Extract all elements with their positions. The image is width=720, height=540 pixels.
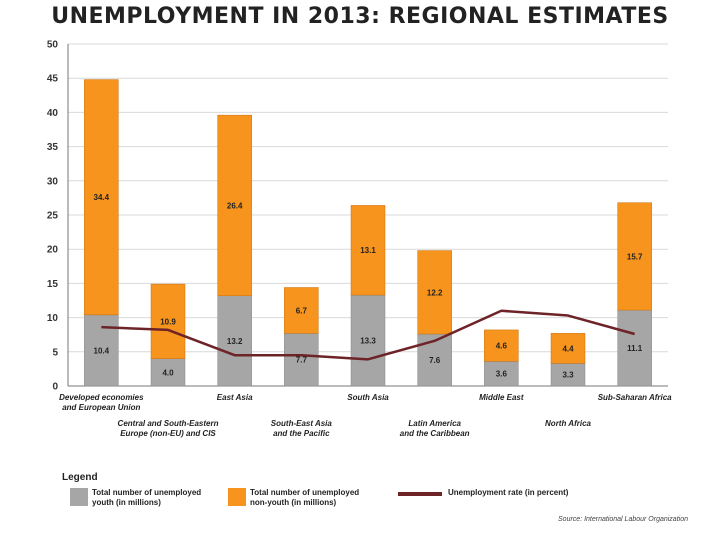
- bar-youth: [617, 309, 652, 387]
- y-tick-label: 10: [47, 313, 59, 324]
- data-label-youth: 7.7: [296, 356, 308, 365]
- bar-youth: [484, 361, 519, 387]
- legend-item-rate: Unemployment rate (in percent): [398, 488, 618, 498]
- data-label-nonyouth: 13.1: [360, 246, 376, 255]
- source-note: Source: International Labour Organizatio…: [558, 516, 688, 523]
- y-tick-label: 25: [47, 211, 59, 222]
- y-tick-label: 5: [52, 347, 58, 358]
- bar-nonyouth: [617, 202, 652, 311]
- y-tick-label: 45: [47, 74, 59, 85]
- data-label-youth: 13.2: [227, 337, 243, 346]
- legend-label-youth: Total number of unemployed youth (in mil…: [92, 488, 202, 507]
- y-tick-label: 20: [47, 245, 59, 256]
- bars: [84, 79, 652, 387]
- legend-swatch-nonyouth: [228, 488, 246, 506]
- category-label: Latin America and the Caribbean: [400, 419, 470, 438]
- data-label-youth: 10.4: [94, 346, 110, 355]
- bar-youth: [217, 295, 252, 387]
- category-label: North Africa: [545, 419, 591, 428]
- rate-line: [101, 309, 636, 361]
- category-label: East Asia: [217, 393, 253, 402]
- data-label-nonyouth: 6.7: [296, 306, 308, 315]
- category-label: Sub-Saharan Africa: [598, 393, 672, 402]
- bar-nonyouth: [350, 205, 386, 296]
- bar-nonyouth: [150, 283, 186, 359]
- bar-youth: [417, 333, 452, 387]
- rate-line-path: [101, 309, 636, 361]
- y-tick-label: 30: [47, 176, 59, 187]
- data-label-youth: 7.6: [429, 356, 441, 365]
- y-tick-label: 15: [47, 279, 59, 290]
- data-label-youth: 4.0: [162, 368, 174, 377]
- bar-nonyouth: [417, 250, 452, 335]
- bar-youth: [150, 358, 186, 387]
- chart-title: UNEMPLOYMENT IN 2013: REGIONAL ESTIMATES: [51, 4, 669, 29]
- legend-item-nonyouth: Total number of unemployed non-youth (in…: [228, 488, 370, 508]
- y-tick-label: 0: [52, 382, 58, 393]
- legend-swatch-rate: [398, 492, 442, 496]
- data-label-youth: 3.6: [496, 370, 508, 379]
- data-label-nonyouth: 4.6: [496, 342, 508, 351]
- bar-nonyouth: [550, 333, 586, 364]
- category-label: Developed economies and European Union: [59, 393, 144, 412]
- legend-label-nonyouth: Total number of unemployed non-youth (in…: [250, 488, 360, 507]
- data-label-nonyouth: 4.4: [562, 344, 574, 353]
- legend-label-rate: Unemployment rate (in percent): [448, 488, 569, 497]
- y-tick-label: 40: [47, 108, 59, 119]
- data-label-nonyouth: 34.4: [94, 193, 110, 202]
- labels: 10.4 34.4 4.0 10.9 13.2 26.4 7.7 6.7 13.3 13.1 7.6…: [59, 193, 672, 438]
- category-label: South-East Asia and the Pacific: [271, 419, 333, 438]
- y-tick-label: 35: [47, 142, 59, 153]
- data-label-youth: 13.3: [360, 337, 376, 346]
- legend-swatch-youth: [70, 488, 88, 506]
- bar-youth: [84, 314, 119, 387]
- legend-title: Legend: [62, 472, 98, 483]
- data-label-nonyouth: 10.9: [160, 317, 176, 326]
- category-label: Middle East: [479, 393, 524, 402]
- data-label-nonyouth: 26.4: [227, 201, 243, 210]
- category-label: Central and South-Eastern Europe (non-EU)…: [118, 419, 219, 438]
- y-tick-label: 50: [47, 40, 59, 51]
- data-label-youth: 11.1: [627, 344, 643, 353]
- y-axis: 0 5 10 15 20 25 30 35 40 45 50: [47, 40, 69, 393]
- data-label-youth: 3.3: [562, 371, 574, 380]
- bar-nonyouth: [484, 329, 519, 362]
- bar-nonyouth: [217, 114, 252, 296]
- bar-nonyouth: [284, 287, 319, 334]
- data-label-nonyouth: 12.2: [427, 288, 443, 297]
- data-label-nonyouth: 15.7: [627, 252, 643, 261]
- category-label: South Asia: [347, 393, 389, 402]
- bar-nonyouth: [84, 79, 119, 316]
- bar-youth: [350, 294, 386, 387]
- legend-item-youth: Total number of unemployed youth (in mil…: [70, 488, 212, 508]
